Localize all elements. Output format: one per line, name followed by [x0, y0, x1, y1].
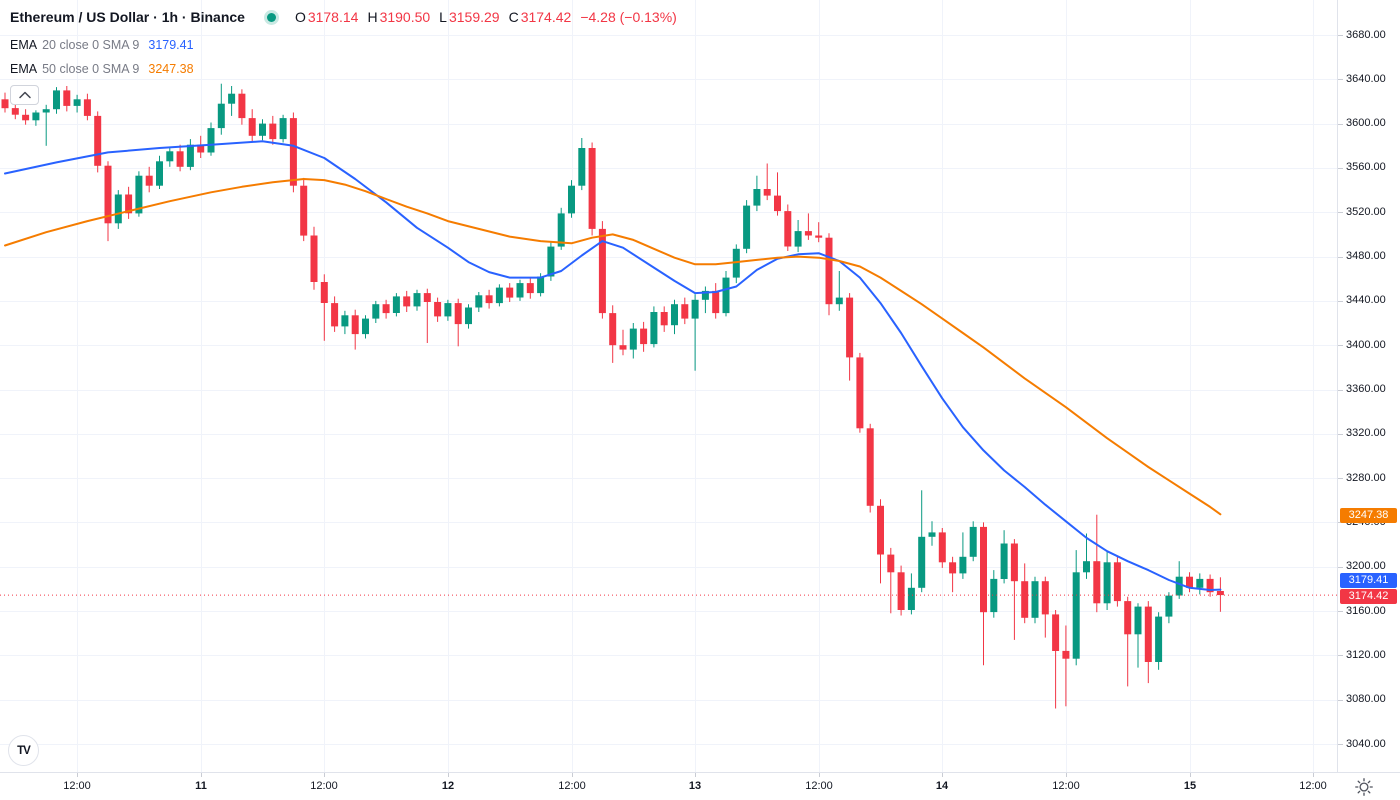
time-tick-label: 15 [1183, 780, 1197, 792]
price-tick-label: 3200.00 [1346, 560, 1386, 572]
indicator-name: EMA [10, 37, 38, 52]
time-tick-label: 13 [688, 780, 702, 792]
price-tick-label: 3280.00 [1346, 472, 1386, 484]
time-tick-label: 12:00 [558, 780, 586, 792]
indicator-row-ema50[interactable]: EMA 50 close 0 SMA 9 3247.38 [10, 61, 686, 76]
close-value: 3174.42 [520, 9, 572, 25]
price-tick-label: 3360.00 [1346, 383, 1386, 395]
time-tick-label: 12:00 [805, 780, 833, 792]
time-tick-label: 11 [195, 780, 207, 792]
price-tick-label: 3080.00 [1346, 693, 1386, 705]
low-label: L [439, 9, 447, 25]
high-value: 3190.50 [379, 9, 431, 25]
time-tick-label: 12:00 [310, 780, 338, 792]
time-tick-label: 12:00 [1299, 780, 1327, 792]
price-axis-label: 3179.41 [1340, 573, 1397, 588]
collapse-legend-button[interactable] [10, 85, 39, 105]
indicator-name: EMA [10, 61, 38, 76]
price-tick-label: 3680.00 [1346, 29, 1386, 41]
price-tick-label: 3520.00 [1346, 206, 1386, 218]
symbol-title-row: Ethereum / US Dollar · 1h · Binance O 31… [10, 6, 686, 28]
price-tick-label: 3040.00 [1346, 738, 1386, 750]
price-tick-label: 3120.00 [1346, 649, 1386, 661]
chevron-up-icon [18, 91, 31, 99]
low-value: 3159.29 [448, 9, 500, 25]
indicator-params: 50 close 0 SMA 9 [42, 61, 140, 76]
time-tick-label: 14 [935, 780, 949, 792]
price-tick-label: 3480.00 [1346, 250, 1386, 262]
indicator-row-ema20[interactable]: EMA 20 close 0 SMA 9 3179.41 [10, 37, 686, 52]
indicator-value: 3179.41 [148, 37, 194, 52]
time-tick-label: 12:00 [1052, 780, 1080, 792]
brightness-toggle[interactable] [1354, 777, 1374, 797]
price-tick-label: 3560.00 [1346, 161, 1386, 173]
indicator-value: 3247.38 [148, 61, 194, 76]
sun-icon [1355, 778, 1373, 796]
open-value: 3178.14 [307, 9, 359, 25]
time-tick-label: 12:00 [63, 780, 91, 792]
symbol-title[interactable]: Ethereum / US Dollar · 1h · Binance [10, 9, 245, 25]
price-axis-label: 3174.42 [1340, 589, 1397, 604]
time-axis[interactable]: 12:00 11 12:00 12 12:00 13 12:00 14 12:00 15 12:00 [0, 772, 1400, 800]
tradingview-logo[interactable]: TV [8, 735, 39, 766]
price-tick-label: 3400.00 [1346, 339, 1386, 351]
price-tick-label: 3160.00 [1346, 605, 1386, 617]
price-tick-label: 3600.00 [1346, 117, 1386, 129]
close-label: C [508, 9, 519, 25]
change-value: −4.28 (−0.13%) [580, 9, 677, 25]
open-label: O [294, 9, 306, 25]
market-status-icon[interactable] [266, 12, 276, 22]
ohlc-readout: O 3178.14 H 3190.50 L 3159.29 C 3174.42 … [295, 9, 686, 25]
indicator-params: 20 close 0 SMA 9 [42, 37, 140, 52]
time-tick-label: 12 [441, 780, 455, 792]
tradingview-logo-text: TV [17, 744, 31, 757]
price-axis-label: 3247.38 [1340, 508, 1397, 523]
chart-canvas[interactable] [0, 0, 1337, 772]
chart-legend: Ethereum / US Dollar · 1h · Binance O 31… [10, 6, 686, 105]
high-label: H [367, 9, 378, 25]
price-tick-label: 3320.00 [1346, 427, 1386, 439]
price-tick-label: 3440.00 [1346, 294, 1386, 306]
price-axis[interactable]: 3680.00 3640.00 3600.00 3560.00 3520.00 3480.… [1337, 0, 1400, 772]
price-tick-label: 3640.00 [1346, 73, 1386, 85]
